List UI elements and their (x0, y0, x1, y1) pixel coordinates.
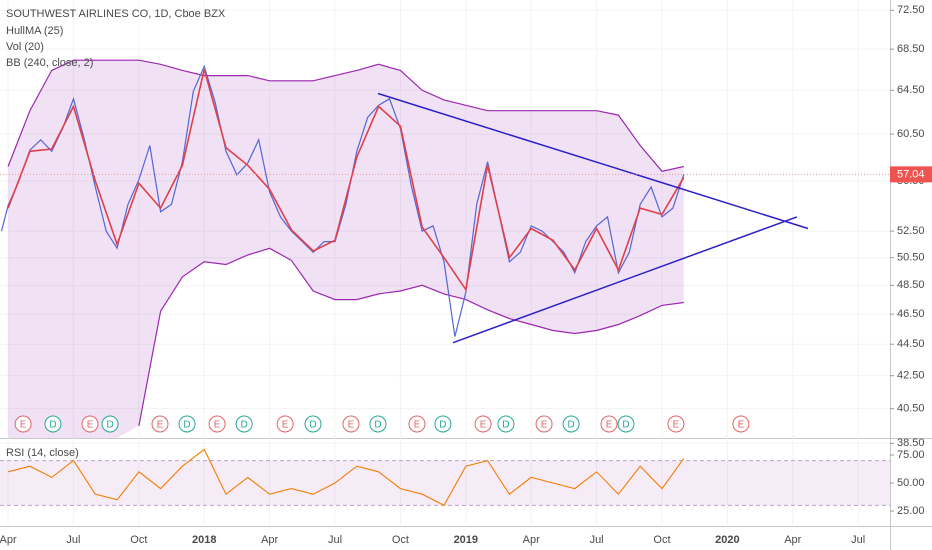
y-tick-label: 52.50 (897, 225, 925, 237)
y-tick-label: 72.50 (897, 4, 925, 16)
last-price-label: 57.04 (897, 168, 925, 180)
event-label: D (439, 420, 446, 431)
event-label: D (49, 420, 56, 431)
x-tick-label: Oct (653, 534, 670, 546)
event-marker (562, 415, 580, 433)
indicator-label: BB (240, close, 2) (6, 57, 93, 69)
event-label: D (622, 420, 629, 431)
bb-fill (8, 60, 684, 438)
x-tick-label: Jul (590, 534, 604, 546)
x-tick-label: Apr (784, 534, 801, 546)
y-tick-label: 46.50 (897, 308, 925, 320)
event-label: E (738, 420, 745, 431)
event-label: E (87, 420, 94, 431)
event-marker (208, 415, 226, 433)
event-label: E (673, 420, 680, 431)
x-tick-label: 2020 (715, 534, 739, 546)
event-label: E (606, 420, 613, 431)
indicator-label: HullMA (25) (6, 25, 63, 37)
trendline (377, 92, 809, 230)
event-label: D (502, 420, 509, 431)
rsi-tick-label: 25.00 (897, 505, 925, 517)
event-marker (81, 415, 99, 433)
event-label: E (348, 420, 355, 431)
rsi-band (0, 460, 890, 506)
bb-upper (7, 59, 684, 172)
event-marker (617, 415, 635, 433)
hull-ma (7, 69, 685, 292)
event-marker (408, 415, 426, 433)
indicator-label: Vol (20) (6, 41, 44, 53)
event-label: E (157, 420, 164, 431)
event-marker (101, 415, 119, 433)
event-marker (369, 415, 387, 433)
event-label: E (20, 420, 27, 431)
event-marker (151, 415, 169, 433)
y-tick-label: 48.50 (897, 279, 925, 291)
last-price-tag (890, 166, 932, 183)
event-marker (178, 415, 196, 433)
bb-lower (138, 247, 684, 426)
event-marker (304, 415, 322, 433)
y-tick-label: 68.50 (897, 43, 925, 55)
x-tick-label: Apr (0, 534, 17, 546)
y-tick-label: 64.50 (897, 84, 925, 96)
event-label: E (480, 420, 487, 431)
x-tick-label: Apr (261, 534, 278, 546)
event-label: D (183, 420, 190, 431)
event-marker (535, 415, 553, 433)
y-tick-label: 60.50 (897, 128, 925, 140)
event-label: E (214, 420, 221, 431)
event-label: D (241, 420, 248, 431)
y-tick-label: 50.50 (897, 252, 925, 264)
event-marker (434, 415, 452, 433)
rsi-tick-label: 50.00 (897, 477, 925, 489)
event-label: D (309, 420, 316, 431)
x-tick-label: Jul (328, 534, 342, 546)
event-marker (14, 415, 32, 433)
x-tick-label: Oct (130, 534, 147, 546)
x-tick-label: 2019 (454, 534, 478, 546)
event-marker (342, 415, 360, 433)
trendline (452, 216, 798, 344)
y-tick-label: 42.50 (897, 370, 925, 382)
event-label: E (282, 420, 289, 431)
y-tick-label: 38.50 (897, 437, 925, 449)
x-tick-label: Jul (851, 534, 865, 546)
event-marker (732, 415, 750, 433)
chart-title: SOUTHWEST AIRLINES CO, 1D, Cboe BZX (6, 8, 226, 20)
event-marker (474, 415, 492, 433)
event-label: D (106, 420, 113, 431)
rsi-label: RSI (14, close) (6, 447, 79, 459)
event-label: E (414, 420, 421, 431)
y-tick-label: 40.50 (897, 403, 925, 415)
event-marker (497, 415, 515, 433)
x-tick-label: 2018 (192, 534, 216, 546)
event-label: D (567, 420, 574, 431)
x-tick-label: Jul (66, 534, 80, 546)
x-tick-label: Apr (523, 534, 540, 546)
event-marker (276, 415, 294, 433)
event-marker (44, 415, 62, 433)
x-tick-label: Oct (392, 534, 409, 546)
event-marker (600, 415, 618, 433)
event-marker (235, 415, 253, 433)
y-tick-label: 44.50 (897, 338, 925, 350)
event-label: E (541, 420, 548, 431)
event-marker (667, 415, 685, 433)
rsi-tick-label: 75.00 (897, 449, 925, 461)
rsi-line (7, 448, 685, 507)
event-label: D (374, 420, 381, 431)
